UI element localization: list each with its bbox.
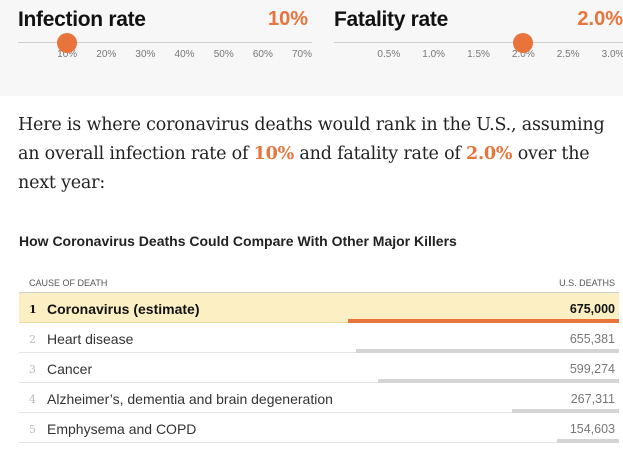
- table-row: 1 Coronavirus (estimate) 675,000: [19, 293, 619, 323]
- rate-controls: Infection rate 10% 10% 20% 30% 40% 50% 60% 70%…: [0, 0, 623, 96]
- fatality-tick: 3.0%: [601, 49, 623, 60]
- row-deaths-bar: [511, 409, 619, 413]
- infection-tick: 10%: [57, 49, 78, 60]
- infection-rate-handle[interactable]: [57, 33, 78, 53]
- row-cause: Cancer: [47, 361, 93, 377]
- row-deaths: 655,381: [569, 332, 615, 346]
- infection-rate-title: Infection rate: [18, 8, 146, 31]
- fatality-rate-slider[interactable]: Fatality rate 2.0% 0.5% 1.0% 1.5% 2.0% 2.5% 3…: [334, 0, 623, 96]
- row-rank: 5: [29, 423, 36, 436]
- row-rank: 4: [29, 393, 36, 406]
- infection-tick: 70%: [291, 49, 313, 60]
- row-rank: 2: [29, 333, 36, 346]
- infection-tick: 60%: [252, 49, 273, 60]
- row-rank: 1: [29, 303, 37, 316]
- intro-text-1: Here is where coronavirus deaths would r…: [18, 115, 605, 164]
- table-title: How Coronavirus Deaths Could Compare Wit…: [19, 233, 457, 249]
- fatality-rate-track[interactable]: [334, 42, 623, 43]
- row-cause: Alzheimer’s, dementia and brain degenera…: [47, 391, 333, 407]
- infection-tick: 20%: [96, 49, 117, 60]
- row-deaths-bar: [378, 379, 619, 383]
- row-deaths-bar: [348, 319, 619, 323]
- intro-infection-rate: 10%: [253, 144, 295, 164]
- row-deaths: 154,603: [569, 422, 615, 436]
- column-header-deaths: U.S. DEATHS: [559, 278, 615, 288]
- fatality-rate-title: Fatality rate: [334, 8, 448, 31]
- infection-tick: 30%: [135, 49, 156, 60]
- intro-fatality-rate: 2.0%: [466, 144, 513, 164]
- fatality-rate-value: 2.0%: [577, 8, 623, 30]
- table-row: 5 Emphysema and COPD 154,603: [19, 413, 619, 443]
- fatality-rate-ticks: 0.5% 1.0% 1.5% 2.0% 2.5% 3.0%: [334, 49, 623, 63]
- intro-paragraph: Here is where coronavirus deaths would r…: [18, 111, 618, 198]
- infection-rate-value: 10%: [267, 8, 308, 30]
- row-deaths-bar: [556, 439, 619, 443]
- infection-rate-slider[interactable]: Infection rate 10% 10% 20% 30% 40% 50% 60% 70%: [18, 0, 312, 96]
- infection-rate-track[interactable]: [18, 42, 312, 43]
- row-cause: Coronavirus (estimate): [47, 301, 200, 317]
- row-deaths-bar: [355, 349, 619, 353]
- table-row: 4 Alzheimer’s, dementia and brain degener…: [19, 383, 619, 413]
- row-deaths: 599,274: [569, 362, 615, 376]
- fatality-tick: 0.5%: [377, 49, 401, 60]
- table-row: 2 Heart disease 655,381: [19, 323, 619, 353]
- infection-tick: 50%: [213, 49, 234, 60]
- row-rank: 3: [29, 363, 36, 376]
- table-row: 3 Cancer 599,274: [19, 353, 619, 383]
- fatality-tick: 1.5%: [467, 49, 490, 60]
- row-deaths: 267,311: [570, 392, 615, 406]
- row-cause: Heart disease: [47, 331, 134, 347]
- fatality-tick: 2.5%: [556, 49, 580, 60]
- intro-text-3: over the next year:: [18, 144, 590, 193]
- table-body: 1 Coronavirus (estimate) 675,000 2 Heart dis…: [19, 293, 619, 443]
- infection-rate-ticks: 10% 20% 30% 40% 50% 60% 70%: [18, 49, 312, 63]
- fatality-tick: 1.0%: [422, 49, 446, 60]
- infection-tick: 40%: [174, 49, 195, 60]
- intro-text-2: and fatality rate of: [294, 144, 467, 164]
- row-deaths: 675,000: [569, 302, 615, 316]
- row-cause: Emphysema and COPD: [47, 421, 197, 437]
- table-header: CAUSE OF DEATH U.S. DEATHS: [19, 276, 619, 293]
- fatality-rate-handle[interactable]: [513, 33, 534, 53]
- fatality-tick: 2.0%: [511, 49, 535, 60]
- column-header-cause: CAUSE OF DEATH: [29, 278, 108, 288]
